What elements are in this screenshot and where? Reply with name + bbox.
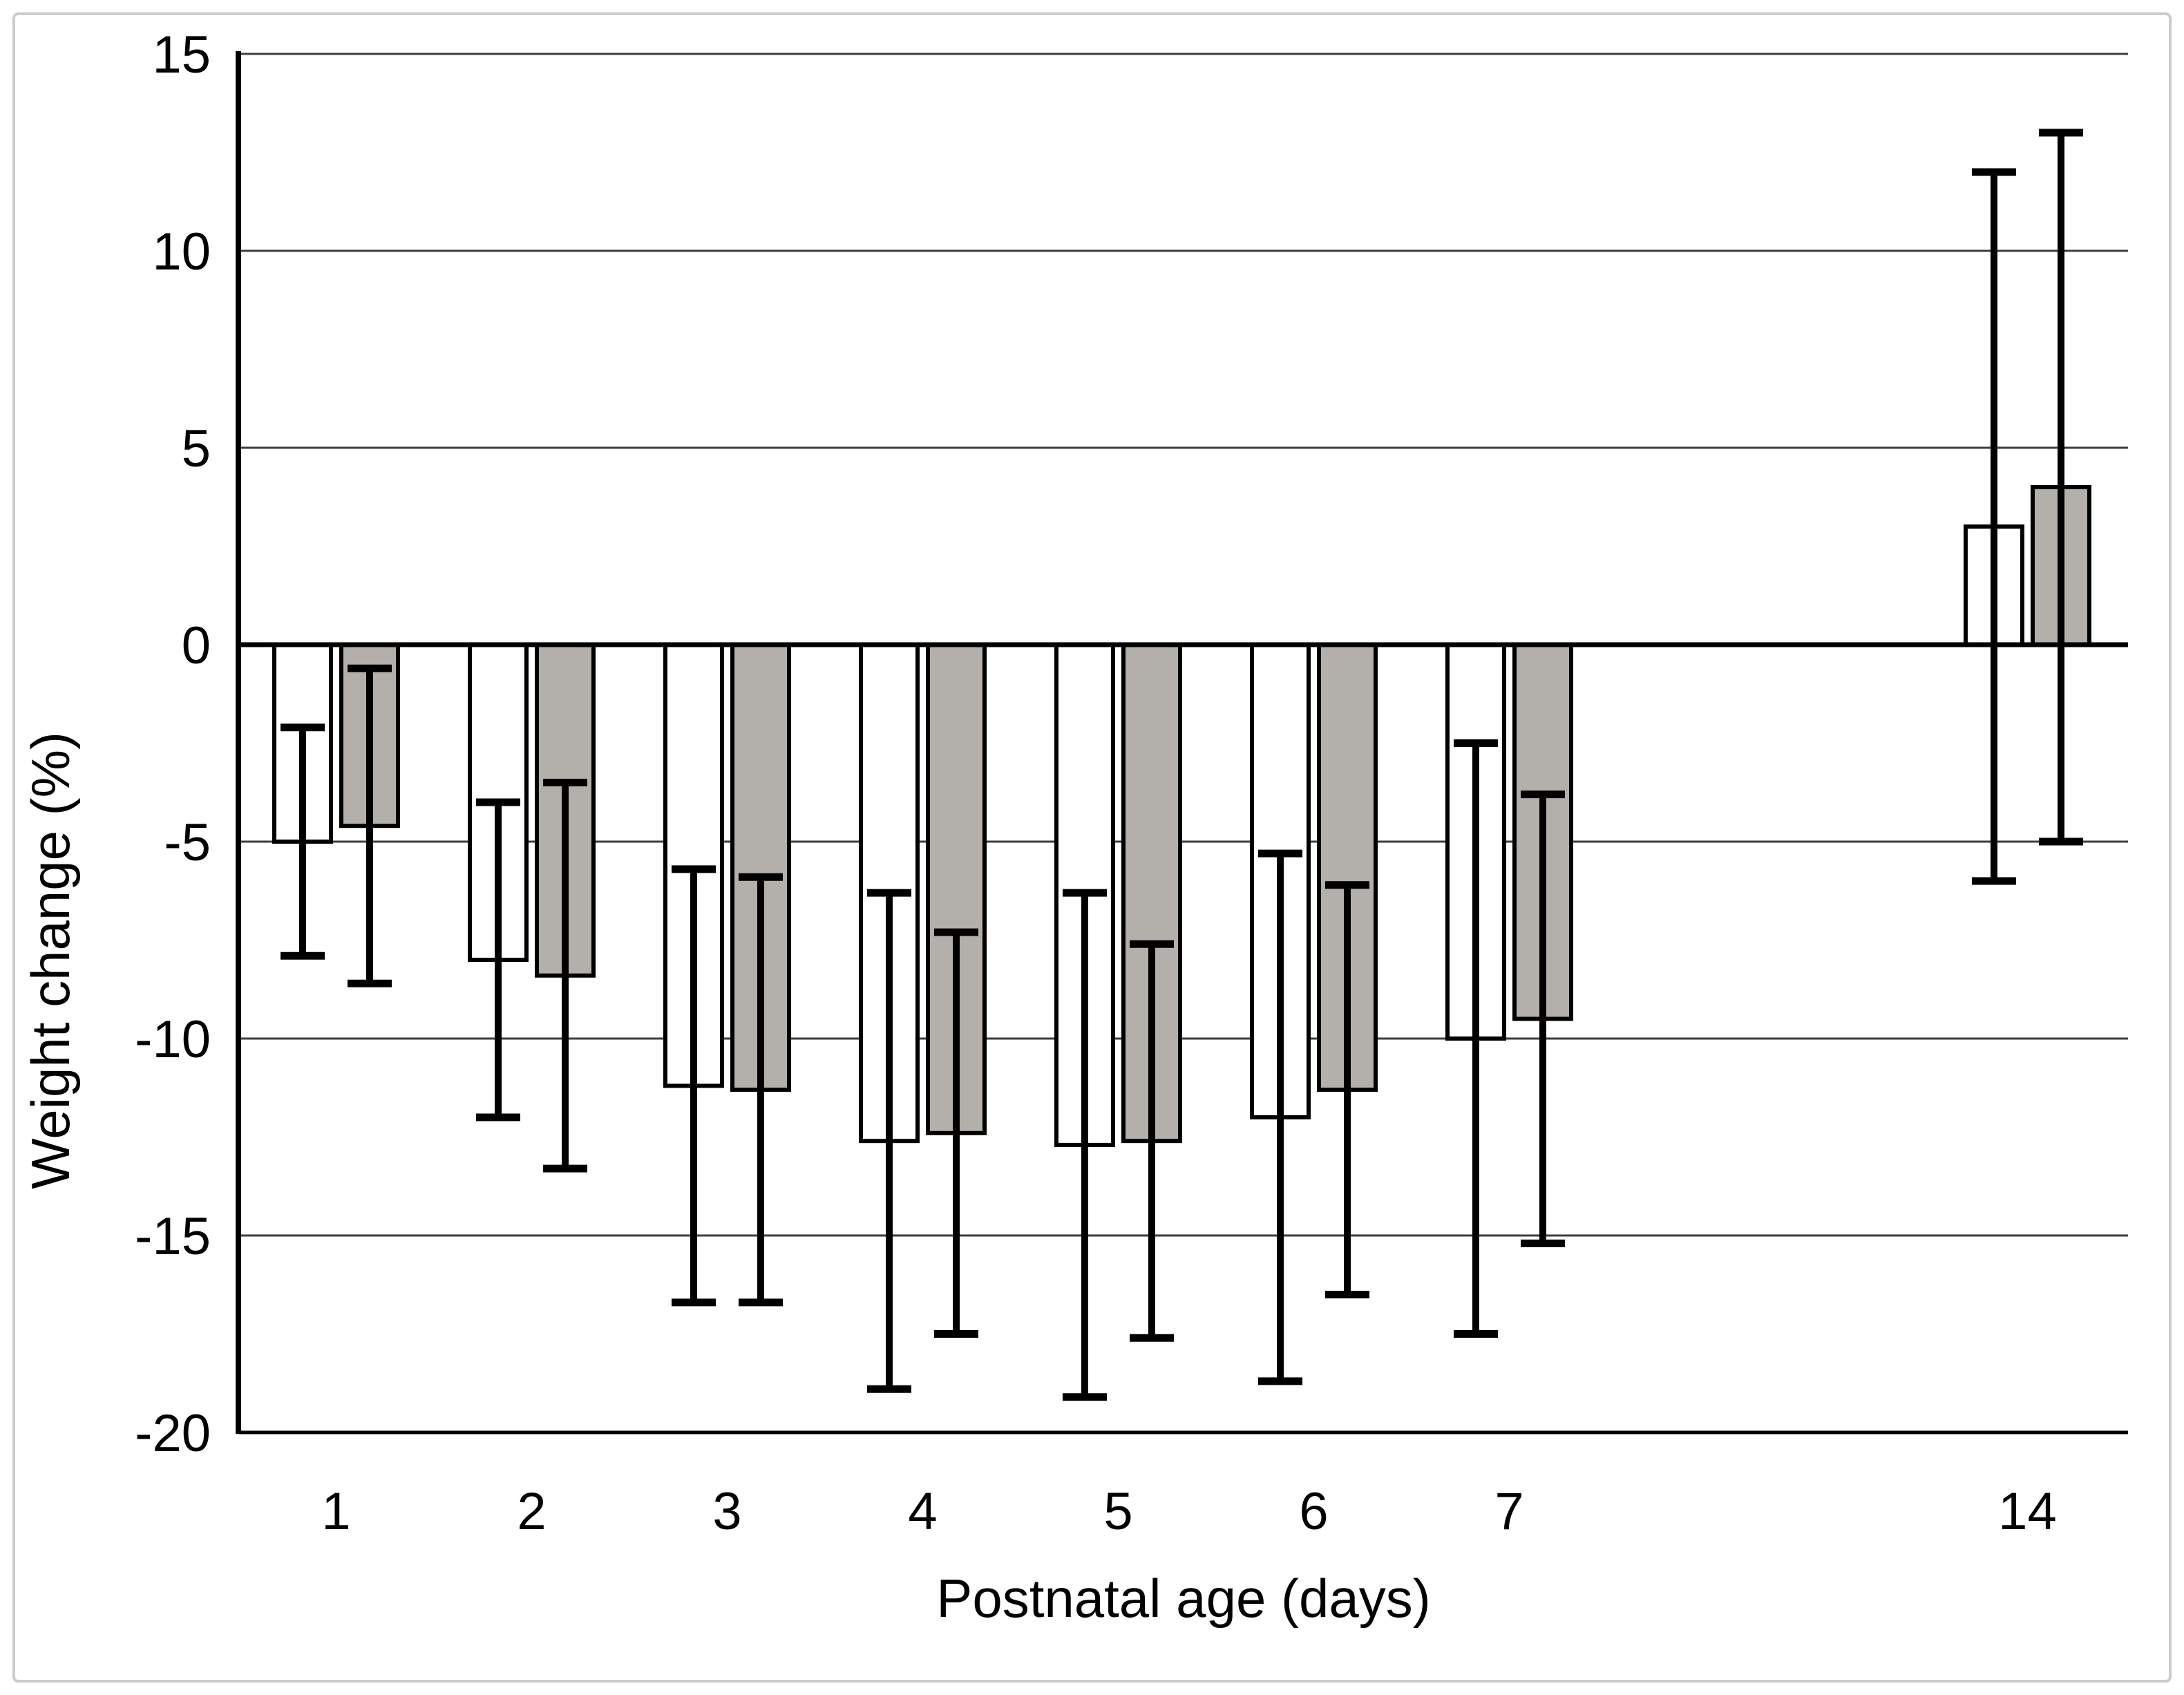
x-tick-label-6: 6 <box>1299 1482 1328 1541</box>
x-axis-title: Postnatal age (days) <box>936 1568 1430 1629</box>
y-tick-label--15: -15 <box>135 1207 211 1266</box>
y-tick-label-5: 5 <box>182 419 211 478</box>
x-tick-label-2: 2 <box>517 1482 546 1541</box>
x-tick-label-7: 7 <box>1494 1482 1523 1541</box>
x-tick-label-3: 3 <box>712 1482 741 1541</box>
x-tick-label-1: 1 <box>321 1482 350 1541</box>
y-tick-label--10: -10 <box>135 1010 211 1069</box>
y-tick-label--20: -20 <box>135 1404 211 1463</box>
y-tick-label-10: 10 <box>152 222 211 281</box>
x-tick-label-4: 4 <box>908 1482 937 1541</box>
x-tick-label-14: 14 <box>1998 1482 2057 1541</box>
bars <box>272 485 2091 1147</box>
x-tick-labels: 1 2 3 4 5 6 7 14 <box>321 1482 2056 1541</box>
y-tick-labels: 15 10 5 0 -5 -10 -15 -20 <box>135 26 211 1463</box>
y-axis-title: Weight change (%) <box>20 732 81 1189</box>
y-tick-label-0: 0 <box>182 616 211 675</box>
error-bars <box>281 129 2083 1401</box>
x-tick-label-5: 5 <box>1103 1482 1132 1541</box>
y-tick-label-15: 15 <box>152 26 211 84</box>
axes <box>236 51 2128 1434</box>
y-tick-label--5: -5 <box>164 813 211 872</box>
